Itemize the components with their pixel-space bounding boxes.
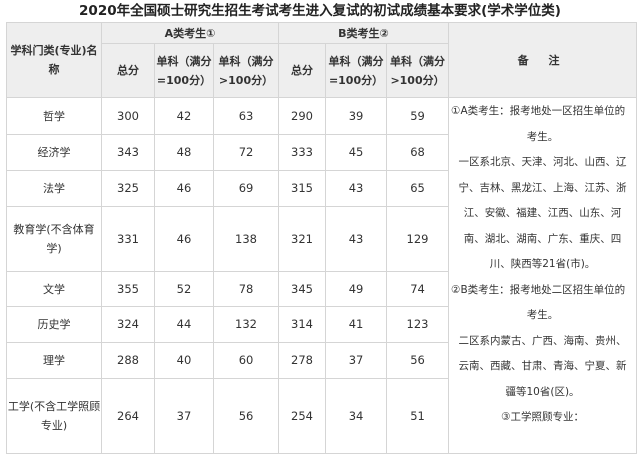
a-total-cell: 324	[101, 306, 155, 343]
a-total-cell: 325	[101, 170, 155, 207]
a-single-over-100-cell: 132	[212, 306, 280, 343]
table-row: 理学 288 40 60 278 37 56	[6, 342, 637, 379]
a-single-100-cell: 37	[154, 378, 214, 454]
b-single-100-cell: 43	[325, 206, 388, 272]
a-total-cell: 300	[101, 97, 155, 135]
a-single-over-100-cell: 60	[212, 342, 280, 379]
b-single-100-cell: 49	[325, 271, 388, 307]
note-line: 考生。	[526, 309, 559, 321]
b-total-header: 总分	[278, 43, 327, 98]
subject-column-header: 学科门类(专业)名称	[6, 22, 102, 98]
b-single-100-cell: 34	[325, 378, 388, 454]
a-single-100-cell: 46	[154, 206, 214, 272]
a-single-100-cell: 42	[154, 97, 214, 135]
note-line: 宁、吉林、黑龙江、上海、江苏、浙	[458, 181, 627, 194]
note-line: 南、湖北、湖南、广东、重庆、四	[463, 232, 622, 245]
note-line: 考生。	[526, 130, 559, 143]
table-row: 历史学 324 44 132 314 41 123	[6, 306, 637, 343]
notes-cell: ①A类考生：报考地处一区招生单位的 考生。 一区系北京、天津、河北、山西、辽 宁…	[448, 97, 638, 454]
score-table: 学科门类(专业)名称 A类考生① B类考生② 备 注 总分 单科（满分=100分…	[6, 22, 638, 454]
b-single-over-100-cell: 129	[386, 206, 450, 272]
note-line: ③工学照顾专业：	[501, 411, 584, 423]
a-single-100-cell: 40	[154, 342, 214, 379]
a-single-100-cell: 52	[154, 271, 214, 307]
note-line: ①A类考生：报考地处一区招生单位的	[451, 105, 626, 117]
a-single-over-100-cell: 138	[212, 206, 280, 272]
b-single-over-100-cell: 51	[386, 378, 450, 454]
header-row-groups: 学科门类(专业)名称 A类考生① B类考生② 备 注	[6, 22, 638, 98]
note-line: 二区系内蒙古、广西、海南、贵州、	[458, 334, 627, 347]
b-single-100-header: 单科（满分=100分）	[325, 43, 388, 98]
b-total-cell: 315	[278, 170, 327, 207]
subject-cell: 教育学(不含体育学)	[6, 206, 102, 272]
note-line: 川、陕西等21省(市)。	[489, 258, 596, 270]
b-total-cell: 321	[278, 206, 327, 272]
b-single-over-100-cell: 123	[386, 306, 450, 343]
subject-cell: 工学(不含工学照顾专业)	[6, 378, 102, 454]
table-body: 学科门类(专业)名称 A类考生① B类考生② 备 注 总分 单科（满分=100分…	[6, 22, 638, 454]
a-total-cell: 264	[101, 378, 155, 454]
b-total-cell: 345	[278, 271, 327, 307]
b-single-over-100-cell: 74	[386, 271, 450, 307]
note-line: 疆等10省(区)。	[505, 385, 580, 398]
b-total-cell: 290	[278, 97, 327, 135]
note-line: 江、安徽、福建、江西、山东、河	[463, 207, 622, 219]
table-row: 哲学 300 42 63 290 39 59 ①A类考生：报考地处一区招生单位的…	[6, 97, 638, 454]
b-total-cell: 278	[278, 342, 327, 379]
a-single-over-100-cell: 72	[212, 134, 280, 171]
b-single-100-cell: 37	[325, 342, 388, 379]
table-row: 法学 325 46 69 315 43 65	[6, 170, 637, 207]
b-total-cell: 333	[278, 134, 327, 171]
a-total-cell: 331	[101, 206, 155, 272]
a-single-100-header: 单科（满分=100分）	[154, 43, 214, 98]
note-line: 一区系北京、天津、河北、山西、辽	[458, 156, 627, 168]
subject-cell: 文学	[6, 271, 102, 307]
table-row: 文学 355 52 78 345 49 74	[6, 271, 637, 307]
a-single-100-cell: 44	[154, 306, 214, 343]
notes-column-header: 备 注	[448, 22, 638, 98]
b-single-100-cell: 45	[325, 134, 388, 171]
b-single-100-cell: 43	[325, 170, 388, 207]
note-line: ②B类考生：报考地处二区招生单位的	[451, 283, 626, 296]
subject-cell: 经济学	[6, 134, 102, 171]
b-single-over-100-cell: 59	[386, 97, 450, 135]
b-single-over-100-header: 单科（满分>100分）	[386, 43, 450, 98]
a-total-cell: 343	[101, 134, 155, 171]
b-single-over-100-cell: 65	[386, 170, 450, 207]
a-single-over-100-cell: 56	[212, 378, 280, 454]
subject-cell: 法学	[6, 170, 102, 207]
page-title: 2020年全国硕士研究生招生考试考生进入复试的初试成绩基本要求(学术学位类)	[79, 3, 561, 19]
a-single-over-100-cell: 78	[212, 271, 280, 307]
table-row: 工学(不含工学照顾专业) 264 37 56 254 34 51	[6, 378, 637, 454]
b-single-100-cell: 39	[325, 97, 388, 135]
a-total-cell: 355	[101, 271, 155, 307]
subject-cell: 理学	[6, 342, 102, 379]
a-single-over-100-cell: 63	[212, 97, 280, 135]
b-single-over-100-cell: 68	[386, 134, 450, 171]
group-a-header: A类考生①	[100, 22, 280, 44]
subject-cell: 哲学	[6, 97, 102, 135]
a-single-over-100-cell: 69	[212, 170, 280, 207]
header-row-subcolumns: 总分 单科（满分=100分） 单科（满分>100分） 总分 单科（满分=100分…	[7, 43, 637, 98]
a-single-over-100-header: 单科（满分>100分）	[212, 43, 280, 98]
table-row: 经济学 343 48 72 333 45 68	[6, 134, 637, 171]
a-total-header: 总分	[101, 43, 155, 98]
b-single-100-cell: 41	[325, 306, 388, 343]
b-single-over-100-cell: 56	[386, 342, 450, 379]
group-b-header: B类考生②	[278, 22, 450, 44]
table-row: 教育学(不含体育学) 331 46 138 321 43 129	[6, 206, 637, 272]
subject-cell: 历史学	[6, 306, 102, 343]
a-single-100-cell: 48	[154, 134, 214, 171]
a-total-cell: 288	[101, 342, 155, 379]
a-single-100-cell: 46	[154, 170, 214, 207]
note-line: 云南、西藏、甘肃、青海、宁夏、新	[458, 360, 627, 372]
b-total-cell: 254	[278, 378, 327, 454]
b-total-cell: 314	[278, 306, 327, 343]
